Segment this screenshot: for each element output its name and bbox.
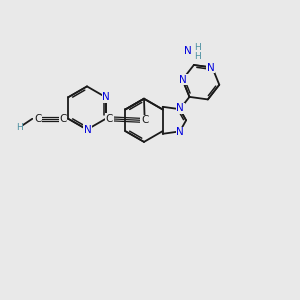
Text: C: C bbox=[106, 114, 113, 124]
Text: N: N bbox=[176, 103, 184, 113]
Text: N: N bbox=[176, 127, 184, 137]
Text: H: H bbox=[194, 43, 201, 52]
Text: N: N bbox=[84, 124, 92, 135]
Text: H: H bbox=[16, 123, 23, 132]
Text: N: N bbox=[184, 46, 192, 56]
Text: C: C bbox=[34, 114, 41, 124]
Text: C: C bbox=[141, 115, 148, 125]
Text: N: N bbox=[207, 62, 215, 73]
Text: C: C bbox=[59, 113, 67, 124]
Text: H: H bbox=[194, 52, 201, 61]
Text: N: N bbox=[102, 92, 110, 102]
Text: N: N bbox=[179, 75, 187, 85]
